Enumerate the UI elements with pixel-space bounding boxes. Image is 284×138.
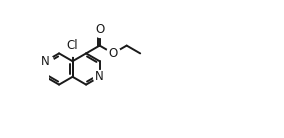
Text: N: N [95, 70, 104, 83]
Text: N: N [41, 55, 50, 68]
Text: Cl: Cl [67, 39, 78, 52]
Text: O: O [108, 47, 118, 60]
Text: O: O [95, 23, 104, 36]
